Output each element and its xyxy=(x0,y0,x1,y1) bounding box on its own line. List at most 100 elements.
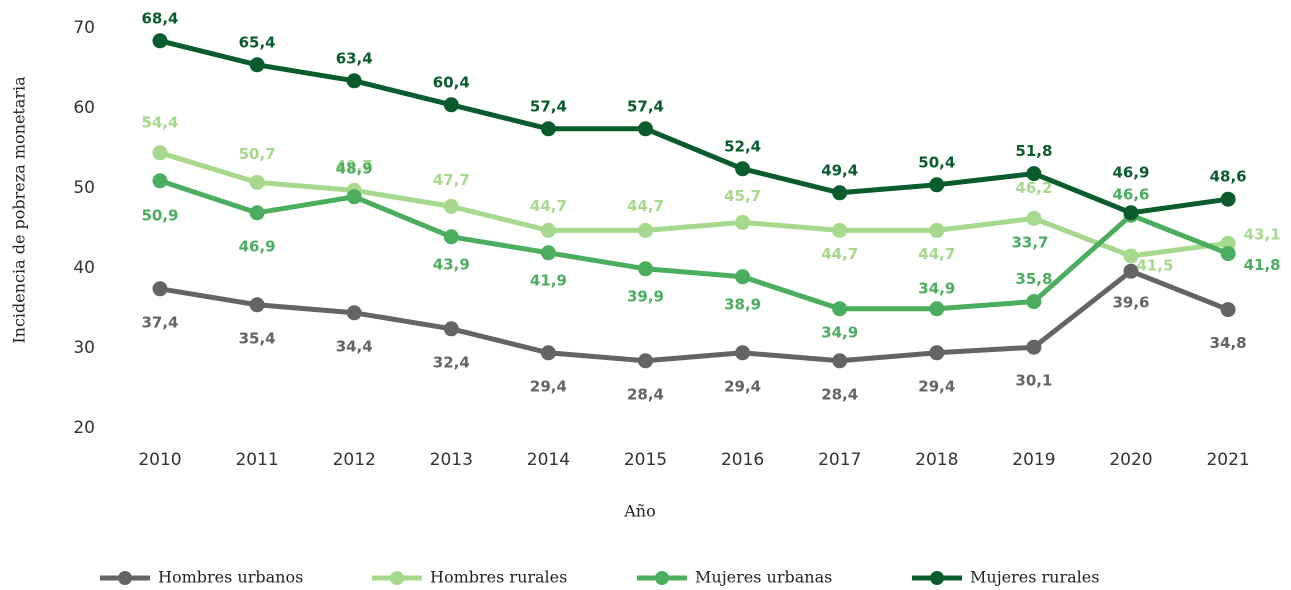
data-label: 37,4 xyxy=(141,313,178,331)
y-tick-label: 40 xyxy=(73,258,95,278)
point xyxy=(443,229,459,245)
point xyxy=(540,222,556,238)
y-tick-label: 30 xyxy=(73,338,95,358)
point xyxy=(1026,210,1042,226)
point xyxy=(1220,302,1236,318)
data-label: 30,1 xyxy=(1015,372,1052,390)
data-label: 28,4 xyxy=(627,385,664,403)
annotation: 33,7 xyxy=(1011,234,1048,252)
data-label: 29,4 xyxy=(530,377,567,395)
point xyxy=(832,222,848,238)
point xyxy=(638,222,653,238)
point xyxy=(735,269,751,285)
point xyxy=(249,297,265,313)
series-line xyxy=(159,38,1229,216)
point xyxy=(929,222,945,238)
point xyxy=(152,281,168,297)
x-tick-label: 2019 xyxy=(1012,450,1055,470)
data-label: 39,9 xyxy=(627,287,664,305)
data-label: 43,9 xyxy=(433,255,470,273)
data-label: 50,9 xyxy=(141,206,178,224)
legend-marker xyxy=(390,571,404,585)
point xyxy=(1123,205,1139,221)
data-label: 35,4 xyxy=(239,329,276,347)
point xyxy=(249,57,265,73)
point xyxy=(929,177,945,193)
point xyxy=(1026,166,1042,182)
data-label: 60,4 xyxy=(433,73,470,91)
point xyxy=(443,321,459,337)
point xyxy=(832,353,848,369)
data-label: 50,4 xyxy=(918,153,955,171)
x-tick-label: 2020 xyxy=(1109,450,1152,470)
data-label: 46,2 xyxy=(1015,179,1052,197)
data-label: 39,6 xyxy=(1112,294,1149,312)
point xyxy=(346,73,362,89)
data-label: 29,4 xyxy=(724,377,761,395)
legend-marker xyxy=(655,571,669,585)
point xyxy=(152,145,168,161)
point xyxy=(540,345,556,361)
point xyxy=(1220,191,1236,207)
data-label: 38,9 xyxy=(724,295,761,313)
series-line xyxy=(159,178,1230,312)
data-label: 35,8 xyxy=(1015,270,1052,288)
point xyxy=(929,345,945,361)
point xyxy=(735,345,751,361)
point xyxy=(1026,339,1042,355)
data-label: 49,7 xyxy=(336,157,373,175)
point xyxy=(443,97,459,113)
point xyxy=(152,33,168,49)
data-label: 54,4 xyxy=(141,113,178,131)
data-label: 34,9 xyxy=(821,323,858,341)
data-label: 68,4 xyxy=(141,9,178,27)
y-axis-label: Incidencia de pobreza monetaria xyxy=(10,76,29,344)
data-label: 50,7 xyxy=(239,145,276,163)
data-label: 32,4 xyxy=(433,353,470,371)
data-label: 44,7 xyxy=(918,245,955,263)
point xyxy=(346,305,362,321)
point xyxy=(1220,235,1236,251)
data-label: 48,6 xyxy=(1210,168,1247,186)
data-label: 28,4 xyxy=(821,385,858,403)
point xyxy=(540,121,556,137)
point xyxy=(1123,263,1139,279)
x-axis-label: Año xyxy=(623,502,656,521)
point xyxy=(346,189,362,205)
point xyxy=(832,301,848,317)
y-tick-label: 50 xyxy=(73,178,95,198)
data-label: 34,8 xyxy=(1210,334,1247,352)
data-label: 34,9 xyxy=(918,279,955,297)
data-label: 34,4 xyxy=(336,337,373,355)
point xyxy=(1220,246,1236,262)
x-tick-label: 2021 xyxy=(1206,450,1249,470)
point xyxy=(249,174,265,190)
data-label: 47,7 xyxy=(433,171,470,189)
data-label: 46,9 xyxy=(239,237,276,255)
legend-label: Mujeres urbanas xyxy=(695,568,832,587)
legend-label: Hombres urbanos xyxy=(158,568,303,587)
data-label: 46,9 xyxy=(1112,163,1149,181)
x-tick-label: 2016 xyxy=(721,450,764,470)
point xyxy=(735,214,751,230)
data-label: 51,8 xyxy=(1015,142,1052,160)
data-label: 41,8 xyxy=(1244,256,1281,274)
series-line xyxy=(159,150,1229,259)
x-tick-label: 2018 xyxy=(915,450,958,470)
point xyxy=(832,185,848,201)
point xyxy=(443,198,459,214)
point xyxy=(1123,248,1139,264)
data-label: 41,5 xyxy=(1136,257,1173,275)
y-tick-label: 70 xyxy=(73,18,95,38)
x-tick-label: 2013 xyxy=(430,450,473,470)
data-label: 43,1 xyxy=(1244,226,1281,244)
x-tick-label: 2011 xyxy=(235,450,278,470)
data-label: 57,4 xyxy=(627,97,664,115)
y-tick-label: 60 xyxy=(73,98,95,118)
point xyxy=(540,245,556,261)
data-label: 44,7 xyxy=(627,197,664,215)
x-tick-label: 2010 xyxy=(138,450,181,470)
data-label: 48,9 xyxy=(336,159,373,177)
series-line xyxy=(159,268,1230,364)
